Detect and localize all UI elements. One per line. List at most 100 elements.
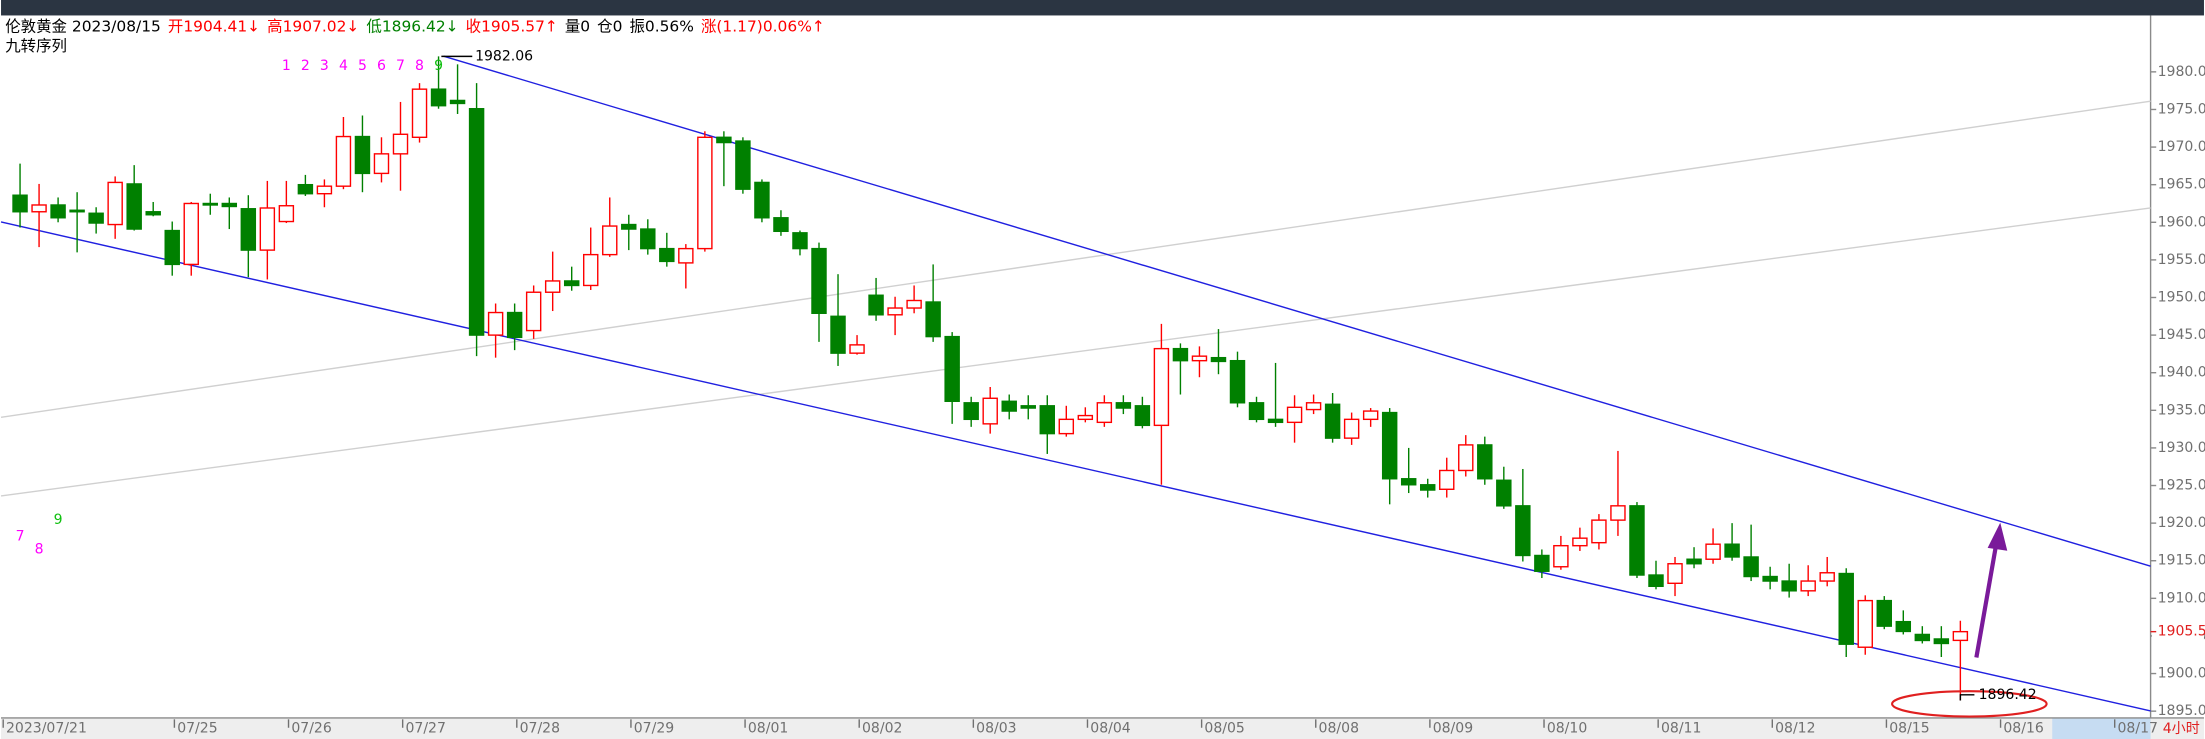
x-tick-label: 08/10 — [1547, 720, 1587, 736]
candle-body — [259, 207, 276, 251]
candle-body — [1077, 414, 1094, 421]
td-count: 8 — [415, 58, 424, 74]
candle-body — [1115, 402, 1132, 409]
x-tick-label: 08/17 — [2118, 720, 2158, 736]
header-item: 涨(1.17)0.06%↑ — [701, 17, 825, 35]
candle-body — [525, 291, 542, 332]
x-tick-label: 07/28 — [520, 720, 560, 736]
time-axis-bg — [1, 717, 2204, 739]
x-tick-label: 08/08 — [1319, 720, 1359, 736]
y-tick-label: 1980.00 — [2158, 64, 2205, 80]
y-tick-label: 1915.00 — [2158, 553, 2205, 569]
candle-body — [659, 247, 675, 263]
candle-body — [221, 202, 238, 208]
candle-body — [50, 204, 66, 219]
candle-body — [1762, 575, 1778, 582]
y-tick-label: 1935.00 — [2158, 402, 2205, 418]
candle-body — [88, 212, 104, 224]
candle-body — [1876, 599, 1892, 627]
y-tick-label: 1955.00 — [2158, 252, 2205, 268]
header-item: 伦敦黄金 2023/08/15 — [5, 17, 161, 35]
y-tick-label: 1895.00 — [2158, 703, 2205, 719]
x-tick-label: 08/12 — [1775, 720, 1815, 736]
x-tick-label: 07/27 — [405, 720, 445, 736]
candle-body — [297, 183, 314, 195]
candle-body — [544, 280, 561, 293]
candle-body — [1705, 543, 1721, 560]
candle-body — [1096, 402, 1113, 424]
candle-body — [411, 88, 428, 138]
td-count: 6 — [377, 58, 386, 74]
candle-body — [640, 228, 656, 250]
candle-body — [735, 140, 751, 190]
y-tick-label: 1920.00 — [2158, 515, 2205, 531]
td-count: 4 — [339, 58, 348, 74]
candle-body — [982, 397, 998, 425]
candle-body — [1039, 405, 1055, 435]
y-tick-label: 1970.00 — [2158, 139, 2205, 155]
candle-body — [145, 211, 161, 216]
header-item: 高1907.02↓ — [267, 17, 359, 35]
td-count: 7 — [396, 58, 405, 74]
candle-body — [1838, 572, 1854, 645]
candle-body — [621, 223, 637, 230]
candle-body — [316, 185, 333, 195]
candle-body — [240, 208, 257, 251]
y-tick-label: 1960.00 — [2158, 214, 2205, 230]
candle-body — [1305, 402, 1322, 411]
candle-body — [373, 153, 390, 175]
candle-body — [716, 136, 732, 144]
y-tick-label: 1975.00 — [2158, 101, 2205, 117]
td-count: 9 — [54, 512, 63, 528]
candle-body — [1153, 347, 1170, 427]
candle-body — [1933, 638, 1950, 645]
candle-body — [1001, 400, 1017, 412]
candle-body — [1724, 543, 1740, 558]
candle-body — [1572, 537, 1588, 547]
td-count: 8 — [35, 541, 44, 557]
candle-body — [830, 315, 846, 354]
candle-body — [1534, 554, 1550, 572]
header-item: 开1904.41↓ — [168, 17, 260, 35]
candle-body — [563, 280, 580, 287]
drawings — [0, 55, 2151, 712]
candle-body — [468, 108, 485, 336]
candle-body — [1686, 558, 1702, 565]
trend-line — [0, 100, 2151, 418]
candle-body — [107, 181, 123, 226]
candle-body — [335, 135, 352, 187]
candle-body — [164, 229, 180, 266]
candle-body — [868, 294, 884, 316]
candle-body — [1477, 444, 1493, 480]
candle-body — [1439, 469, 1455, 490]
candle-body — [1343, 418, 1360, 439]
candle-body — [487, 311, 504, 336]
candle-body — [1952, 630, 1969, 642]
candle-body — [1191, 355, 1208, 362]
candle-body — [602, 225, 618, 256]
td-count: 3 — [320, 58, 329, 74]
candle-body — [1419, 484, 1436, 491]
arrow-head — [1987, 522, 2008, 551]
candle-body — [183, 202, 199, 266]
y-tick-label: 1925.00 — [2158, 478, 2205, 494]
low-label: 1896.42 — [1979, 687, 2037, 703]
candle-body — [754, 181, 770, 219]
y-tick-label: 1950.00 — [2158, 289, 2205, 305]
channel-lower — [0, 221, 2151, 712]
candle-body — [963, 402, 979, 421]
arrow-shaft — [1974, 544, 1999, 658]
candle-body — [1381, 411, 1398, 480]
candle-body — [1667, 563, 1683, 585]
td-count: 1 — [282, 58, 291, 74]
highlight-ellipse — [1891, 690, 2048, 718]
candle-body — [1515, 505, 1531, 557]
candle-body — [1362, 410, 1379, 421]
candle-body — [1610, 505, 1626, 521]
candle-body — [12, 194, 28, 213]
x-tick-label: 08/04 — [1090, 720, 1131, 736]
candle-body — [69, 209, 85, 213]
annotation-shapes — [1891, 522, 2048, 718]
